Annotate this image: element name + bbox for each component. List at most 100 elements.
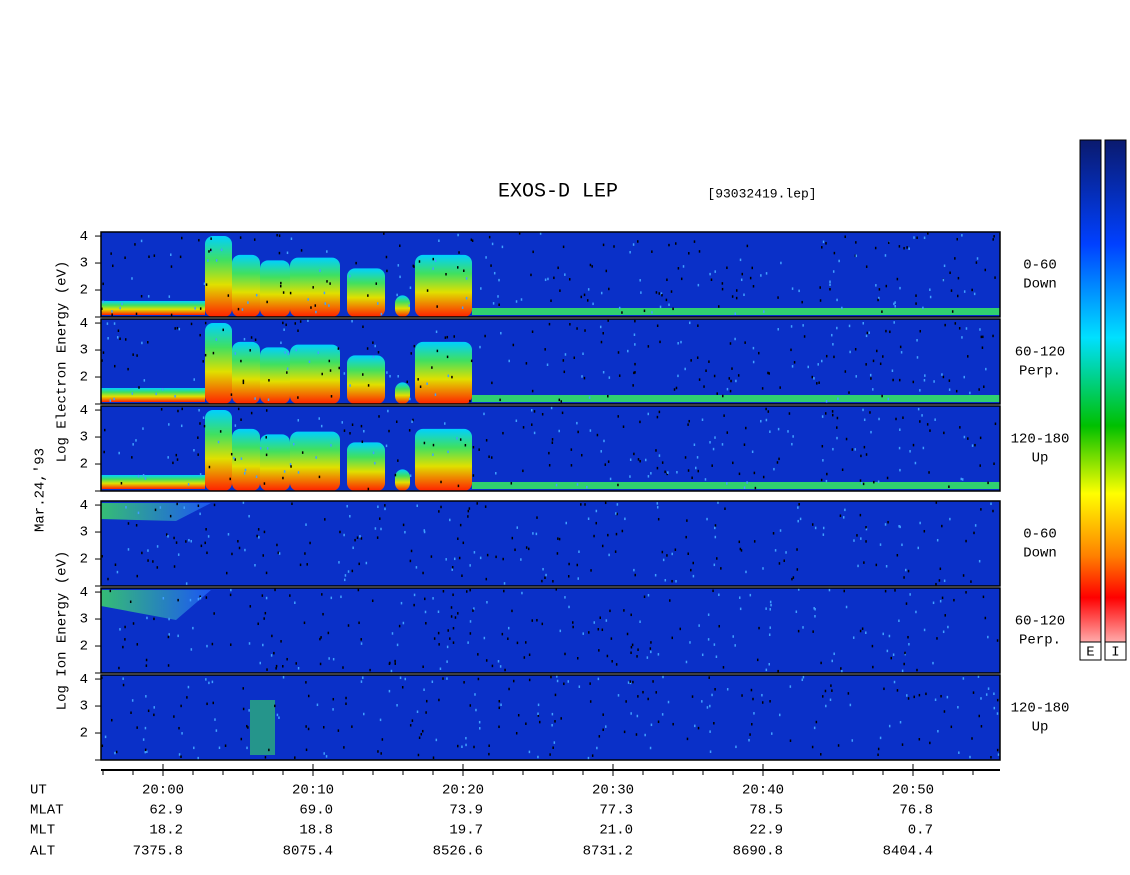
noise (769, 430, 771, 433)
noise (616, 512, 618, 516)
noise (933, 380, 935, 383)
noise (413, 593, 416, 597)
noise (284, 351, 286, 354)
noise (495, 472, 497, 475)
noise (903, 576, 905, 579)
noise (250, 411, 253, 415)
noise (469, 620, 472, 623)
noise (559, 289, 561, 292)
noise (626, 632, 629, 636)
table-cell: 8526.6 (433, 844, 483, 860)
noise (932, 661, 934, 665)
flux-blob (347, 268, 385, 317)
noise (488, 455, 490, 458)
noise (417, 378, 419, 381)
noise (402, 523, 405, 527)
noise (503, 589, 505, 593)
noise (156, 545, 159, 548)
noise (330, 596, 333, 600)
noise (131, 392, 134, 395)
noise (517, 713, 520, 717)
noise (885, 565, 888, 568)
noise (912, 380, 915, 384)
noise (661, 713, 664, 716)
noise (721, 287, 724, 291)
noise (199, 595, 201, 599)
noise (722, 666, 725, 669)
noise (837, 397, 839, 401)
noise (690, 568, 692, 572)
noise (115, 750, 118, 754)
noise (174, 395, 176, 398)
y-tick-label: 2 (80, 552, 88, 568)
noise (906, 694, 908, 697)
noise (307, 694, 310, 698)
noise (901, 743, 904, 746)
noise (865, 265, 868, 268)
noise (803, 335, 806, 338)
noise (615, 512, 617, 515)
noise (131, 699, 134, 702)
noise (778, 562, 781, 565)
noise (469, 399, 471, 403)
noise (712, 589, 714, 593)
noise (559, 629, 562, 633)
noise (598, 649, 600, 652)
y-tick-label: 2 (80, 726, 88, 742)
noise (967, 437, 969, 440)
noise (706, 706, 709, 709)
noise (819, 286, 821, 289)
noise (457, 537, 459, 540)
noise (918, 693, 921, 697)
noise (879, 736, 882, 740)
noise (556, 675, 558, 678)
noise (185, 582, 188, 585)
noise (181, 236, 183, 240)
noise (743, 486, 746, 489)
noise (452, 593, 454, 597)
noise (726, 688, 729, 691)
noise (983, 385, 985, 388)
low-energy-band (101, 301, 205, 315)
noise (668, 303, 670, 307)
row-label: MLT (30, 823, 55, 839)
noise (355, 261, 357, 265)
noise (527, 547, 530, 551)
noise (637, 695, 639, 698)
noise (278, 251, 281, 255)
noise (739, 607, 742, 611)
noise (589, 429, 592, 432)
noise (305, 748, 308, 752)
noise (469, 632, 472, 635)
noise (615, 532, 618, 536)
noise (604, 463, 607, 466)
noise (225, 571, 228, 575)
noise (738, 540, 741, 544)
noise (644, 733, 646, 737)
noise (622, 425, 625, 428)
flux-blob (260, 347, 290, 404)
noise (836, 416, 839, 420)
noise (372, 355, 375, 359)
noise (417, 753, 420, 757)
noise (946, 695, 949, 699)
noise (722, 394, 724, 398)
noise (907, 635, 909, 639)
noise (377, 302, 379, 305)
noise (687, 552, 689, 555)
noise (825, 704, 827, 708)
noise (996, 698, 999, 702)
noise (473, 745, 475, 749)
noise (974, 524, 977, 527)
noise (608, 553, 610, 557)
noise (707, 638, 710, 641)
noise (418, 260, 421, 263)
noise (789, 685, 792, 688)
noise (899, 428, 901, 431)
noise (390, 669, 393, 673)
noise (819, 299, 822, 302)
noise (175, 453, 178, 457)
noise (587, 288, 590, 291)
noise (587, 756, 590, 760)
noise (199, 333, 201, 337)
